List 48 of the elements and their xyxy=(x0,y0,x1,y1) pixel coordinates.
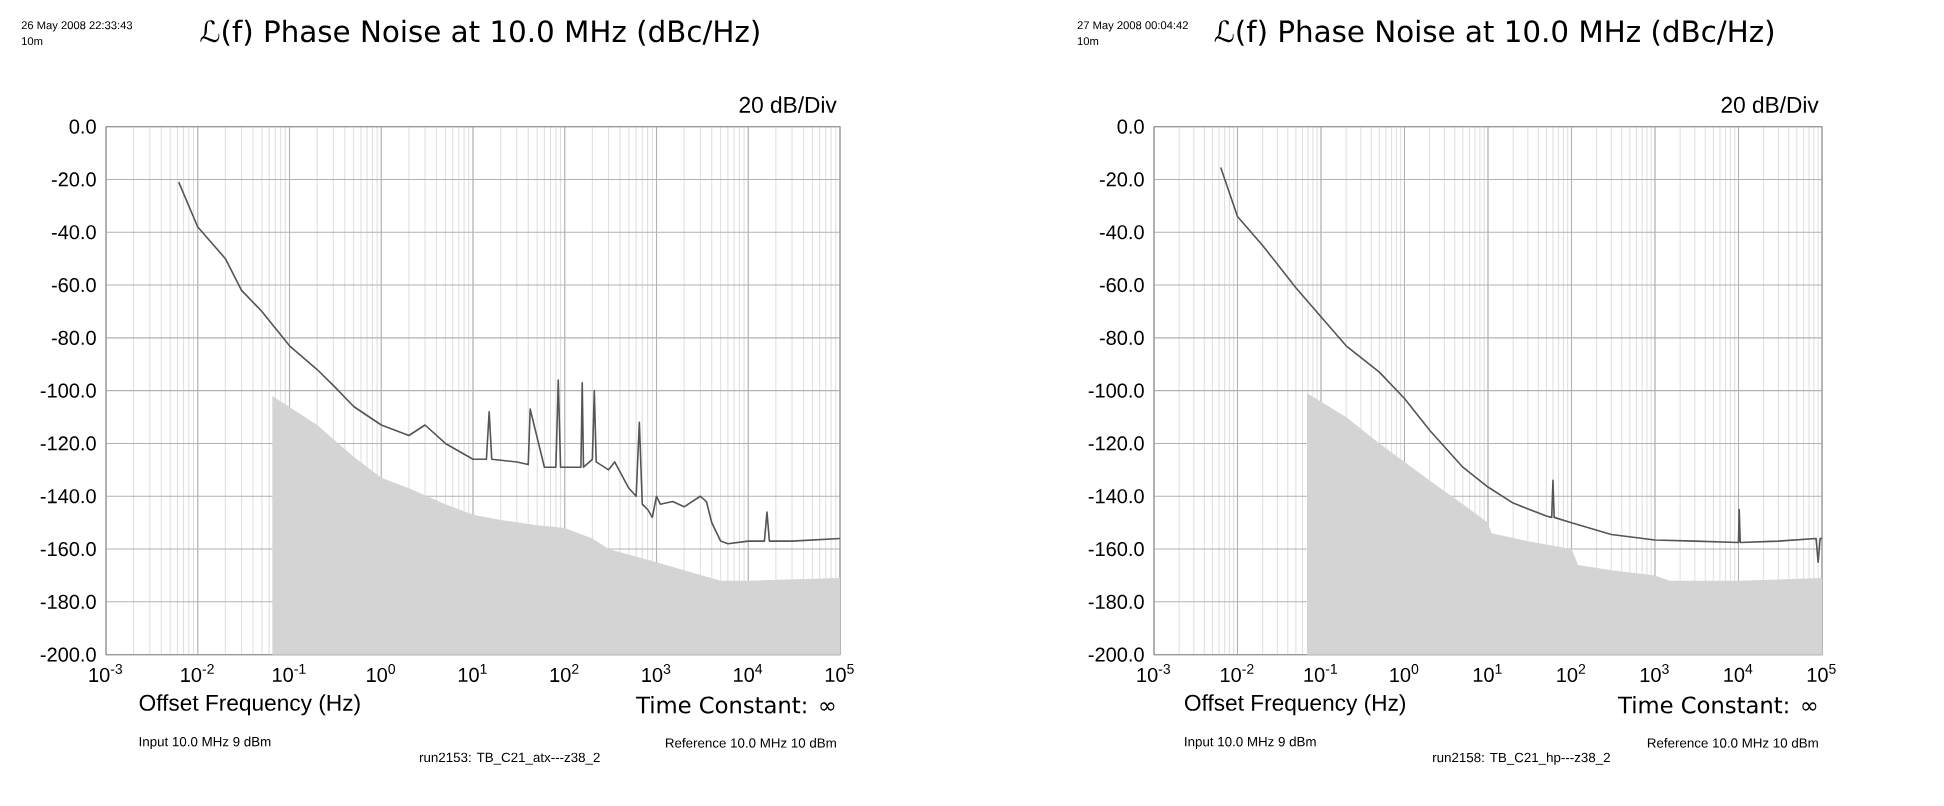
x-tick-label: 10$^{-3}$ xyxy=(1137,664,1171,683)
x-tick-label: 10$^{-1}$ xyxy=(273,664,306,682)
y-tick-label: 0.0 xyxy=(69,119,96,134)
x-axis-title: Offset Frequency (Hz) xyxy=(139,694,360,716)
y-tick-label: -60.0 xyxy=(1099,277,1144,293)
x-tick-label: 10$^{0}$ xyxy=(367,664,396,683)
x-tick-label: 10$^{4}$ xyxy=(1724,664,1753,682)
y-tick-label: -80.0 xyxy=(51,330,96,345)
x-tick-label: 10$^{1}$ xyxy=(458,664,487,682)
x-tick-label: 10$^{0}$ xyxy=(1390,664,1419,683)
y-tick-label: -120.0 xyxy=(1088,436,1144,451)
chart-title: ℒ(f) Phase Noise at 10.0 MHz (dBc/Hz) xyxy=(200,19,759,46)
y-tick-label: -60.0 xyxy=(51,277,96,293)
text: Time Constant: ∞ xyxy=(1618,696,1817,714)
y-tick-label: -160.0 xyxy=(40,541,96,557)
y-tick-label: -140.0 xyxy=(40,489,96,504)
chart-subtitle: 20 dB/Div xyxy=(1721,96,1819,113)
y-tick-label: -20.0 xyxy=(1099,172,1144,187)
y-tick-label: -200.0 xyxy=(40,647,96,662)
x-tick-label: 10$^{3}$ xyxy=(1640,664,1669,683)
chart-subtitle: 20 dB/Div xyxy=(739,96,837,113)
y-tick-label: 0.0 xyxy=(1117,119,1144,134)
text: Time Constant: ∞ xyxy=(636,696,835,714)
y-tick-label: -160.0 xyxy=(1088,541,1144,557)
y-tick-label: -180.0 xyxy=(1088,594,1144,609)
x-tick-label: 10$^{2}$ xyxy=(550,664,579,683)
x-axis-title: Offset Frequency (Hz) xyxy=(1185,694,1406,716)
x-tick-label: 10$^{-3}$ xyxy=(89,664,123,683)
x-tick-label: 10$^{1}$ xyxy=(1473,664,1502,682)
y-tick-label: -100.0 xyxy=(40,383,96,398)
y-tick-label: -100.0 xyxy=(1088,383,1144,398)
y-tick-label: -200.0 xyxy=(1088,647,1144,662)
x-tick-label: 10$^{-1}$ xyxy=(1304,664,1337,682)
x-tick-label: 10$^{2}$ xyxy=(1557,664,1586,683)
y-tick-label: -120.0 xyxy=(40,436,96,451)
y-tick-label: -80.0 xyxy=(1099,330,1144,345)
y-tick-label: -40.0 xyxy=(1099,225,1144,240)
x-tick-label: 10$^{5}$ xyxy=(825,664,854,682)
x-tick-label: 10$^{-2}$ xyxy=(181,664,214,683)
y-tick-label: -140.0 xyxy=(1088,489,1144,504)
y-tick-label: -180.0 xyxy=(40,594,96,609)
y-tick-label: -20.0 xyxy=(51,172,96,187)
chart-title: ℒ(f) Phase Noise at 10.0 MHz (dBc/Hz) xyxy=(1214,19,1774,46)
x-tick-label: 10$^{4}$ xyxy=(734,664,763,682)
x-tick-label: 10$^{3}$ xyxy=(642,664,671,683)
x-tick-label: 10$^{-2}$ xyxy=(1220,664,1254,683)
y-tick-label: -40.0 xyxy=(51,225,96,240)
x-tick-label: 10$^{5}$ xyxy=(1807,664,1836,682)
